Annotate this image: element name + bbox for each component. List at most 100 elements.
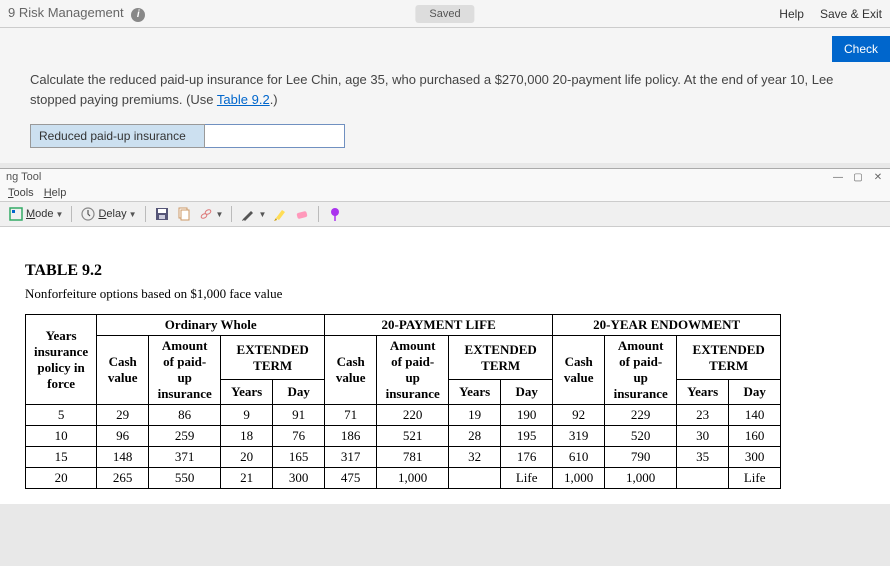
toolbar-separator xyxy=(318,206,319,222)
table-cell: 229 xyxy=(605,405,677,426)
pen-dropdown[interactable]: ▼ xyxy=(240,206,266,222)
table-cell: 92 xyxy=(553,405,605,426)
table-cell: 10 xyxy=(26,426,97,447)
table-cell: 19 xyxy=(449,405,501,426)
table-cell: 5 xyxy=(26,405,97,426)
table-cell: 610 xyxy=(553,447,605,468)
table-cell: 18 xyxy=(221,426,273,447)
group-header-payment: 20-PAYMENT LIFE xyxy=(325,315,553,336)
copy-icon[interactable] xyxy=(176,206,192,222)
table-cell: 1,000 xyxy=(553,468,605,489)
clock-icon xyxy=(80,206,96,222)
save-exit-link[interactable]: Save & Exit xyxy=(820,7,882,21)
table-cell: Life xyxy=(729,468,781,489)
chevron-down-icon: ▼ xyxy=(258,210,266,219)
pen-icon xyxy=(240,206,256,222)
table-cell xyxy=(449,468,501,489)
table-cell: 71 xyxy=(325,405,377,426)
table-cell xyxy=(677,468,729,489)
table-cell: 176 xyxy=(501,447,553,468)
group-header-endowment: 20-YEAR ENDOWMENT xyxy=(553,315,781,336)
answer-input[interactable] xyxy=(205,124,345,148)
group-header-ordinary: Ordinary Whole xyxy=(97,315,325,336)
table-cell: 521 xyxy=(377,426,449,447)
table-row: 5298699171220191909222923140 xyxy=(26,405,781,426)
toolbar-separator xyxy=(231,206,232,222)
delay-dropdown[interactable]: Delay ▼ xyxy=(80,206,136,222)
table-cell: 96 xyxy=(97,426,149,447)
table-cell: 20 xyxy=(26,468,97,489)
table-cell: 265 xyxy=(97,468,149,489)
menu-help[interactable]: Help xyxy=(44,187,67,199)
table-cell: 550 xyxy=(149,468,221,489)
help-link[interactable]: Help xyxy=(779,7,804,21)
table-cell: 148 xyxy=(97,447,149,468)
table-cell: 140 xyxy=(729,405,781,426)
toolbar-separator xyxy=(145,206,146,222)
table-cell: 20 xyxy=(221,447,273,468)
table-row: 20265550213004751,000Life1,0001,000Life xyxy=(26,468,781,489)
tool-dropdown[interactable]: ▼ xyxy=(198,206,224,222)
years-header: Years insurance policy in force xyxy=(26,315,97,405)
toolbar-separator xyxy=(71,206,72,222)
table-link[interactable]: Table 9.2 xyxy=(217,92,270,107)
close-icon[interactable]: ✕ xyxy=(872,171,884,183)
chevron-down-icon: ▼ xyxy=(56,210,64,219)
table-cell: 1,000 xyxy=(605,468,677,489)
table-cell: 23 xyxy=(677,405,729,426)
table-cell: 317 xyxy=(325,447,377,468)
info-icon[interactable]: i xyxy=(131,8,145,22)
saved-badge: Saved xyxy=(415,5,474,23)
table-cell: 91 xyxy=(273,405,325,426)
table-cell: 160 xyxy=(729,426,781,447)
chevron-down-icon: ▼ xyxy=(216,210,224,219)
table-title: TABLE 9.2 xyxy=(25,262,865,280)
save-icon[interactable] xyxy=(154,206,170,222)
highlighter-icon[interactable] xyxy=(272,206,288,222)
table-cell: 790 xyxy=(605,447,677,468)
table-cell: 29 xyxy=(97,405,149,426)
menu-tools[interactable]: Tools xyxy=(8,187,34,199)
table-cell: 165 xyxy=(273,447,325,468)
answer-label: Reduced paid-up insurance xyxy=(30,124,205,148)
table-cell: 86 xyxy=(149,405,221,426)
chevron-down-icon: ▼ xyxy=(129,210,137,219)
tool-window-title: ng Tool xyxy=(6,171,41,183)
table-cell: 35 xyxy=(677,447,729,468)
table-cell: 520 xyxy=(605,426,677,447)
table-row: 15148371201653177813217661079035300 xyxy=(26,447,781,468)
table-row: 109625918761865212819531952030160 xyxy=(26,426,781,447)
mode-dropdown[interactable]: Mode ▼ xyxy=(8,206,63,222)
page-title: 9 Risk Management i xyxy=(8,5,779,22)
maximize-icon[interactable]: ▢ xyxy=(852,171,864,183)
table-cell: 300 xyxy=(273,468,325,489)
table-cell: 190 xyxy=(501,405,553,426)
minimize-icon[interactable]: — xyxy=(832,171,844,183)
mode-icon xyxy=(8,206,24,222)
table-cell: 21 xyxy=(221,468,273,489)
table-cell: 319 xyxy=(553,426,605,447)
table-cell: 76 xyxy=(273,426,325,447)
eraser-icon[interactable] xyxy=(294,206,310,222)
table-cell: 259 xyxy=(149,426,221,447)
table-cell: 186 xyxy=(325,426,377,447)
table-cell: 300 xyxy=(729,447,781,468)
table-cell: 1,000 xyxy=(377,468,449,489)
question-text: Calculate the reduced paid-up insurance … xyxy=(30,70,860,109)
table-cell: 475 xyxy=(325,468,377,489)
table-cell: 220 xyxy=(377,405,449,426)
check-button[interactable]: Check xyxy=(832,36,890,62)
link-icon xyxy=(198,206,214,222)
table-cell: 15 xyxy=(26,447,97,468)
nonforfeiture-table: Years insurance policy in force Ordinary… xyxy=(25,314,781,489)
table-cell: 781 xyxy=(377,447,449,468)
table-cell: 30 xyxy=(677,426,729,447)
table-cell: 28 xyxy=(449,426,501,447)
table-subtitle: Nonforfeiture options based on $1,000 fa… xyxy=(25,286,865,302)
table-cell: 9 xyxy=(221,405,273,426)
table-cell: 32 xyxy=(449,447,501,468)
table-cell: Life xyxy=(501,468,553,489)
table-cell: 371 xyxy=(149,447,221,468)
pin-icon[interactable] xyxy=(327,206,343,222)
table-cell: 195 xyxy=(501,426,553,447)
